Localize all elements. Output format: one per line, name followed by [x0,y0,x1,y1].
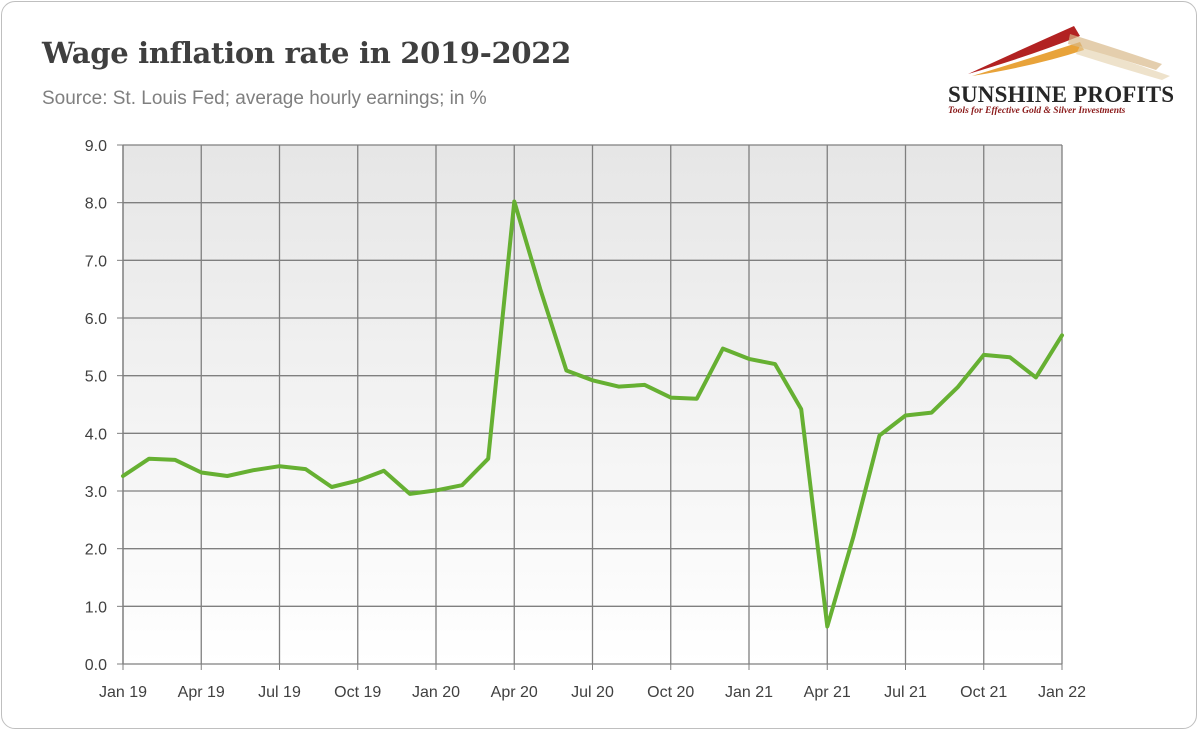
y-tick-label: 1.0 [85,599,107,616]
y-tick-label: 3.0 [85,484,107,501]
x-tick-label: Oct 19 [334,684,381,701]
y-tick-label: 9.0 [85,138,107,155]
axes [117,144,1063,670]
x-tick-label: Oct 21 [960,684,1007,701]
logo-name: SUNSHINE PROFITS [948,82,1175,107]
y-tick-label: 0.0 [85,657,107,674]
y-tick-label: 8.0 [85,196,107,213]
x-tick-label: Jul 19 [258,684,301,701]
y-tick-label: 5.0 [85,369,107,386]
chart-title: Wage inflation rate in 2019-2022 [42,36,572,70]
logo-tagline: Tools for Effective Gold & Silver Invest… [948,106,1126,116]
y-tick-label: 2.0 [85,542,107,559]
x-tick-label: Jul 20 [571,684,614,701]
x-tick-label: Jan 21 [725,684,773,701]
y-tick-label: 7.0 [85,253,107,270]
x-tick-label: Jul 21 [884,684,927,701]
x-tick-label: Jan 19 [99,684,147,701]
x-tick-label: Jan 20 [412,684,460,701]
x-tick-label: Apr 19 [178,684,225,701]
chart-subtitle: Source: St. Louis Fed; average hourly ea… [42,88,487,109]
y-tick-label: 4.0 [85,426,107,443]
series-line-wage-inflation [121,199,1064,629]
sunshine-profits-logo: SUNSHINE PROFITS Tools for Effective Gol… [940,20,1180,125]
tick-labels: 0.0 1.0 2.0 3.0 4.0 5.0 6.0 7.0 8.0 9.0 Jan 19 Apr … [85,138,1086,701]
x-tick-label: Apr 21 [804,684,851,701]
y-tick-label: 6.0 [85,311,107,328]
x-tick-label: Apr 20 [491,684,538,701]
series-layer [121,199,1064,629]
x-tick-label: Jan 22 [1038,684,1086,701]
x-tick-label: Oct 20 [647,684,694,701]
logo-swoosh-icon [968,26,1170,80]
